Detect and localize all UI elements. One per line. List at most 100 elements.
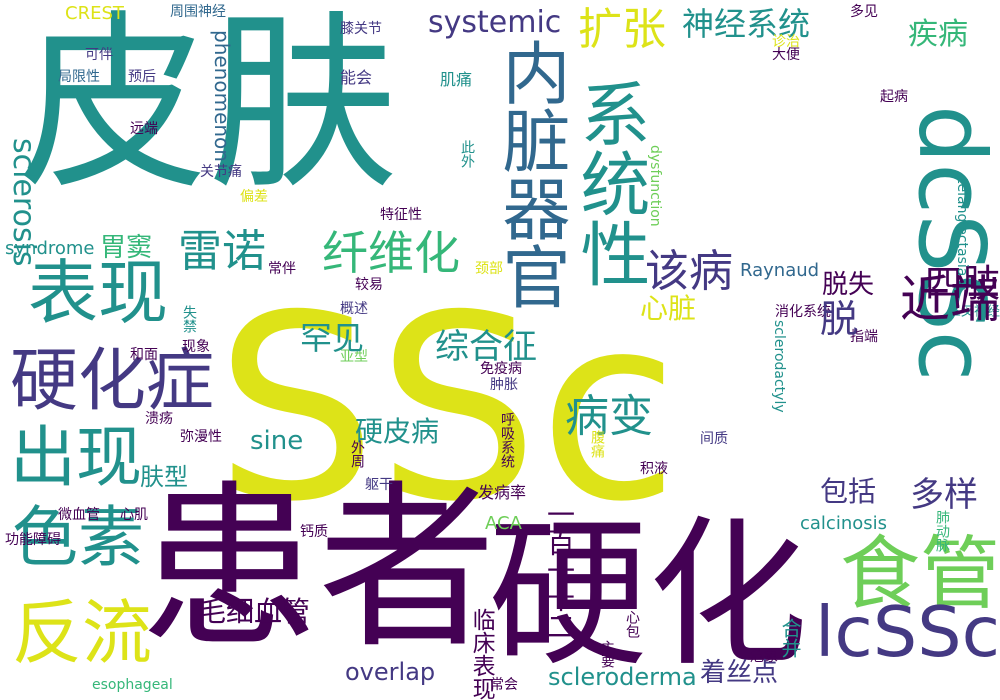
word-75: 心包 xyxy=(624,610,640,638)
word-50: 病变 xyxy=(565,391,653,442)
word-83: 肺动脉 xyxy=(934,510,950,552)
word-overlap: overlap xyxy=(345,658,436,686)
word-lcssc: lcSSc xyxy=(815,591,1000,674)
word-10: 硬化症 xyxy=(10,342,215,421)
word-21: 周围神经 xyxy=(170,4,226,20)
word-86: 消化系统 xyxy=(775,304,831,320)
word-97: 肌痛 xyxy=(440,70,473,89)
word-98: 近端 xyxy=(900,270,1000,330)
word-8: 内脏器官 xyxy=(490,38,569,310)
word-92: 大便 xyxy=(772,47,800,63)
word-sclerodactyly: sclerodactyly xyxy=(771,320,787,413)
word-49: 四肢 xyxy=(925,262,1000,306)
word-aca: ACA xyxy=(485,513,522,534)
word-35: 常伴 xyxy=(268,261,296,277)
word-7: 系统性 xyxy=(569,78,651,288)
word-13: 反流 xyxy=(12,592,152,674)
word-phenomenon: phenomenon xyxy=(210,30,234,162)
word-60: 积液 xyxy=(640,461,668,477)
word-esophageal: esophageal xyxy=(92,677,173,693)
word-64: 一百一十二 xyxy=(543,500,576,640)
word-44: 罕见 xyxy=(300,319,365,357)
word-23: 可伴 xyxy=(85,47,113,63)
word-24: 局限性 xyxy=(58,69,100,85)
word-85: 三叉神经 xyxy=(948,303,1000,319)
word-raynaud: Raynaud xyxy=(740,260,820,281)
word-43: 弥漫性 xyxy=(180,429,222,445)
word-59: 腹痛 xyxy=(589,430,605,458)
word-sclerosis: sclerosis xyxy=(6,138,41,267)
word-55: 肿胀 xyxy=(490,377,518,393)
word-telangiectasia: telangiectasia xyxy=(954,178,970,277)
word-67: 微血管 xyxy=(58,507,100,523)
word-29: 偏差 xyxy=(240,189,268,205)
word-38: 概述 xyxy=(340,301,368,317)
word-80: 常会 xyxy=(490,677,518,693)
word-91: 起病 xyxy=(880,89,908,105)
word-95: 此外 xyxy=(459,140,475,168)
word-73: 临床表现 xyxy=(468,608,496,700)
word-22: 膝关节 xyxy=(340,21,382,37)
word-3: 硬化 xyxy=(488,501,809,688)
word-87: 指端 xyxy=(850,329,878,345)
word-54: 免疫病 xyxy=(480,361,522,377)
word-69: 功能障碍 xyxy=(5,532,61,548)
word-74: 合并 xyxy=(778,618,802,658)
word-26: 预后 xyxy=(128,69,156,85)
word-48: 脱失 xyxy=(822,270,875,300)
word-93: 诊治 xyxy=(772,34,800,50)
word-47: 心脏 xyxy=(640,292,697,325)
word-41: 亚型 xyxy=(340,349,368,365)
word-11: 出现 xyxy=(10,419,142,496)
word-62: 包括 xyxy=(820,475,877,508)
word-ssc: SSc xyxy=(215,261,679,558)
word-28: 关节痛 xyxy=(200,164,242,180)
word-40: 和面 xyxy=(130,347,158,363)
word-dysfunction: dysfunction xyxy=(647,145,663,227)
word-53: 肤型 xyxy=(140,463,188,491)
word-70: 钙质 xyxy=(300,524,328,540)
word-81: 危象 xyxy=(750,649,778,665)
word-46: 该病 xyxy=(645,246,733,297)
word-45: 综合征 xyxy=(435,327,537,367)
word-30: 特征性 xyxy=(380,207,422,223)
word-2: 患者 xyxy=(140,465,496,672)
word-56: 呼吸系统 xyxy=(499,412,515,468)
word-calcinosis: calcinosis xyxy=(800,513,888,534)
word-sine: sine xyxy=(250,426,304,456)
word-42: 溃疡 xyxy=(145,411,173,427)
word-9: 表现 xyxy=(28,252,168,334)
word-37: 较易 xyxy=(355,277,383,293)
word-27: 远端 xyxy=(130,121,158,137)
word-68: 心肌 xyxy=(120,507,148,523)
word-58: 躯干 xyxy=(365,477,393,493)
word-0: 皮肤 xyxy=(18,0,399,215)
word-31: 雷诺 xyxy=(178,226,266,277)
word-15: 神经系统 xyxy=(682,5,811,43)
word-36: 颈部 xyxy=(475,261,503,277)
word-syndrome: syndrome xyxy=(5,238,95,259)
word-32: 纤维化 xyxy=(322,226,460,280)
word-52: 硬皮病 xyxy=(355,415,440,448)
word-96: 失禁 xyxy=(181,305,197,333)
word-57: 外周 xyxy=(349,440,365,468)
word-94: 多见 xyxy=(850,4,878,20)
word-78: 着丝点 xyxy=(700,658,779,688)
word-dcssc: dcSSc xyxy=(898,105,1000,382)
word-33: 胃窦 xyxy=(100,233,153,263)
word-16: 疾病 xyxy=(908,17,968,52)
word-61: 间质 xyxy=(700,431,728,447)
word-12: 色素 xyxy=(12,499,144,576)
word-4: 食管 xyxy=(840,527,1000,622)
word-14: 扩张 xyxy=(578,4,666,55)
word-79: 主要 xyxy=(599,640,615,668)
word-39: 现象 xyxy=(182,339,210,355)
word-crest: CREST xyxy=(65,3,124,24)
word-scleroderma: scleroderma xyxy=(548,663,697,691)
word-systemic: systemic xyxy=(428,5,562,40)
word-99: 脱 xyxy=(820,297,859,341)
word-25: 能会 xyxy=(340,68,373,87)
word-63: 多样 xyxy=(910,475,978,515)
word-72: 毛细血管 xyxy=(198,595,311,628)
